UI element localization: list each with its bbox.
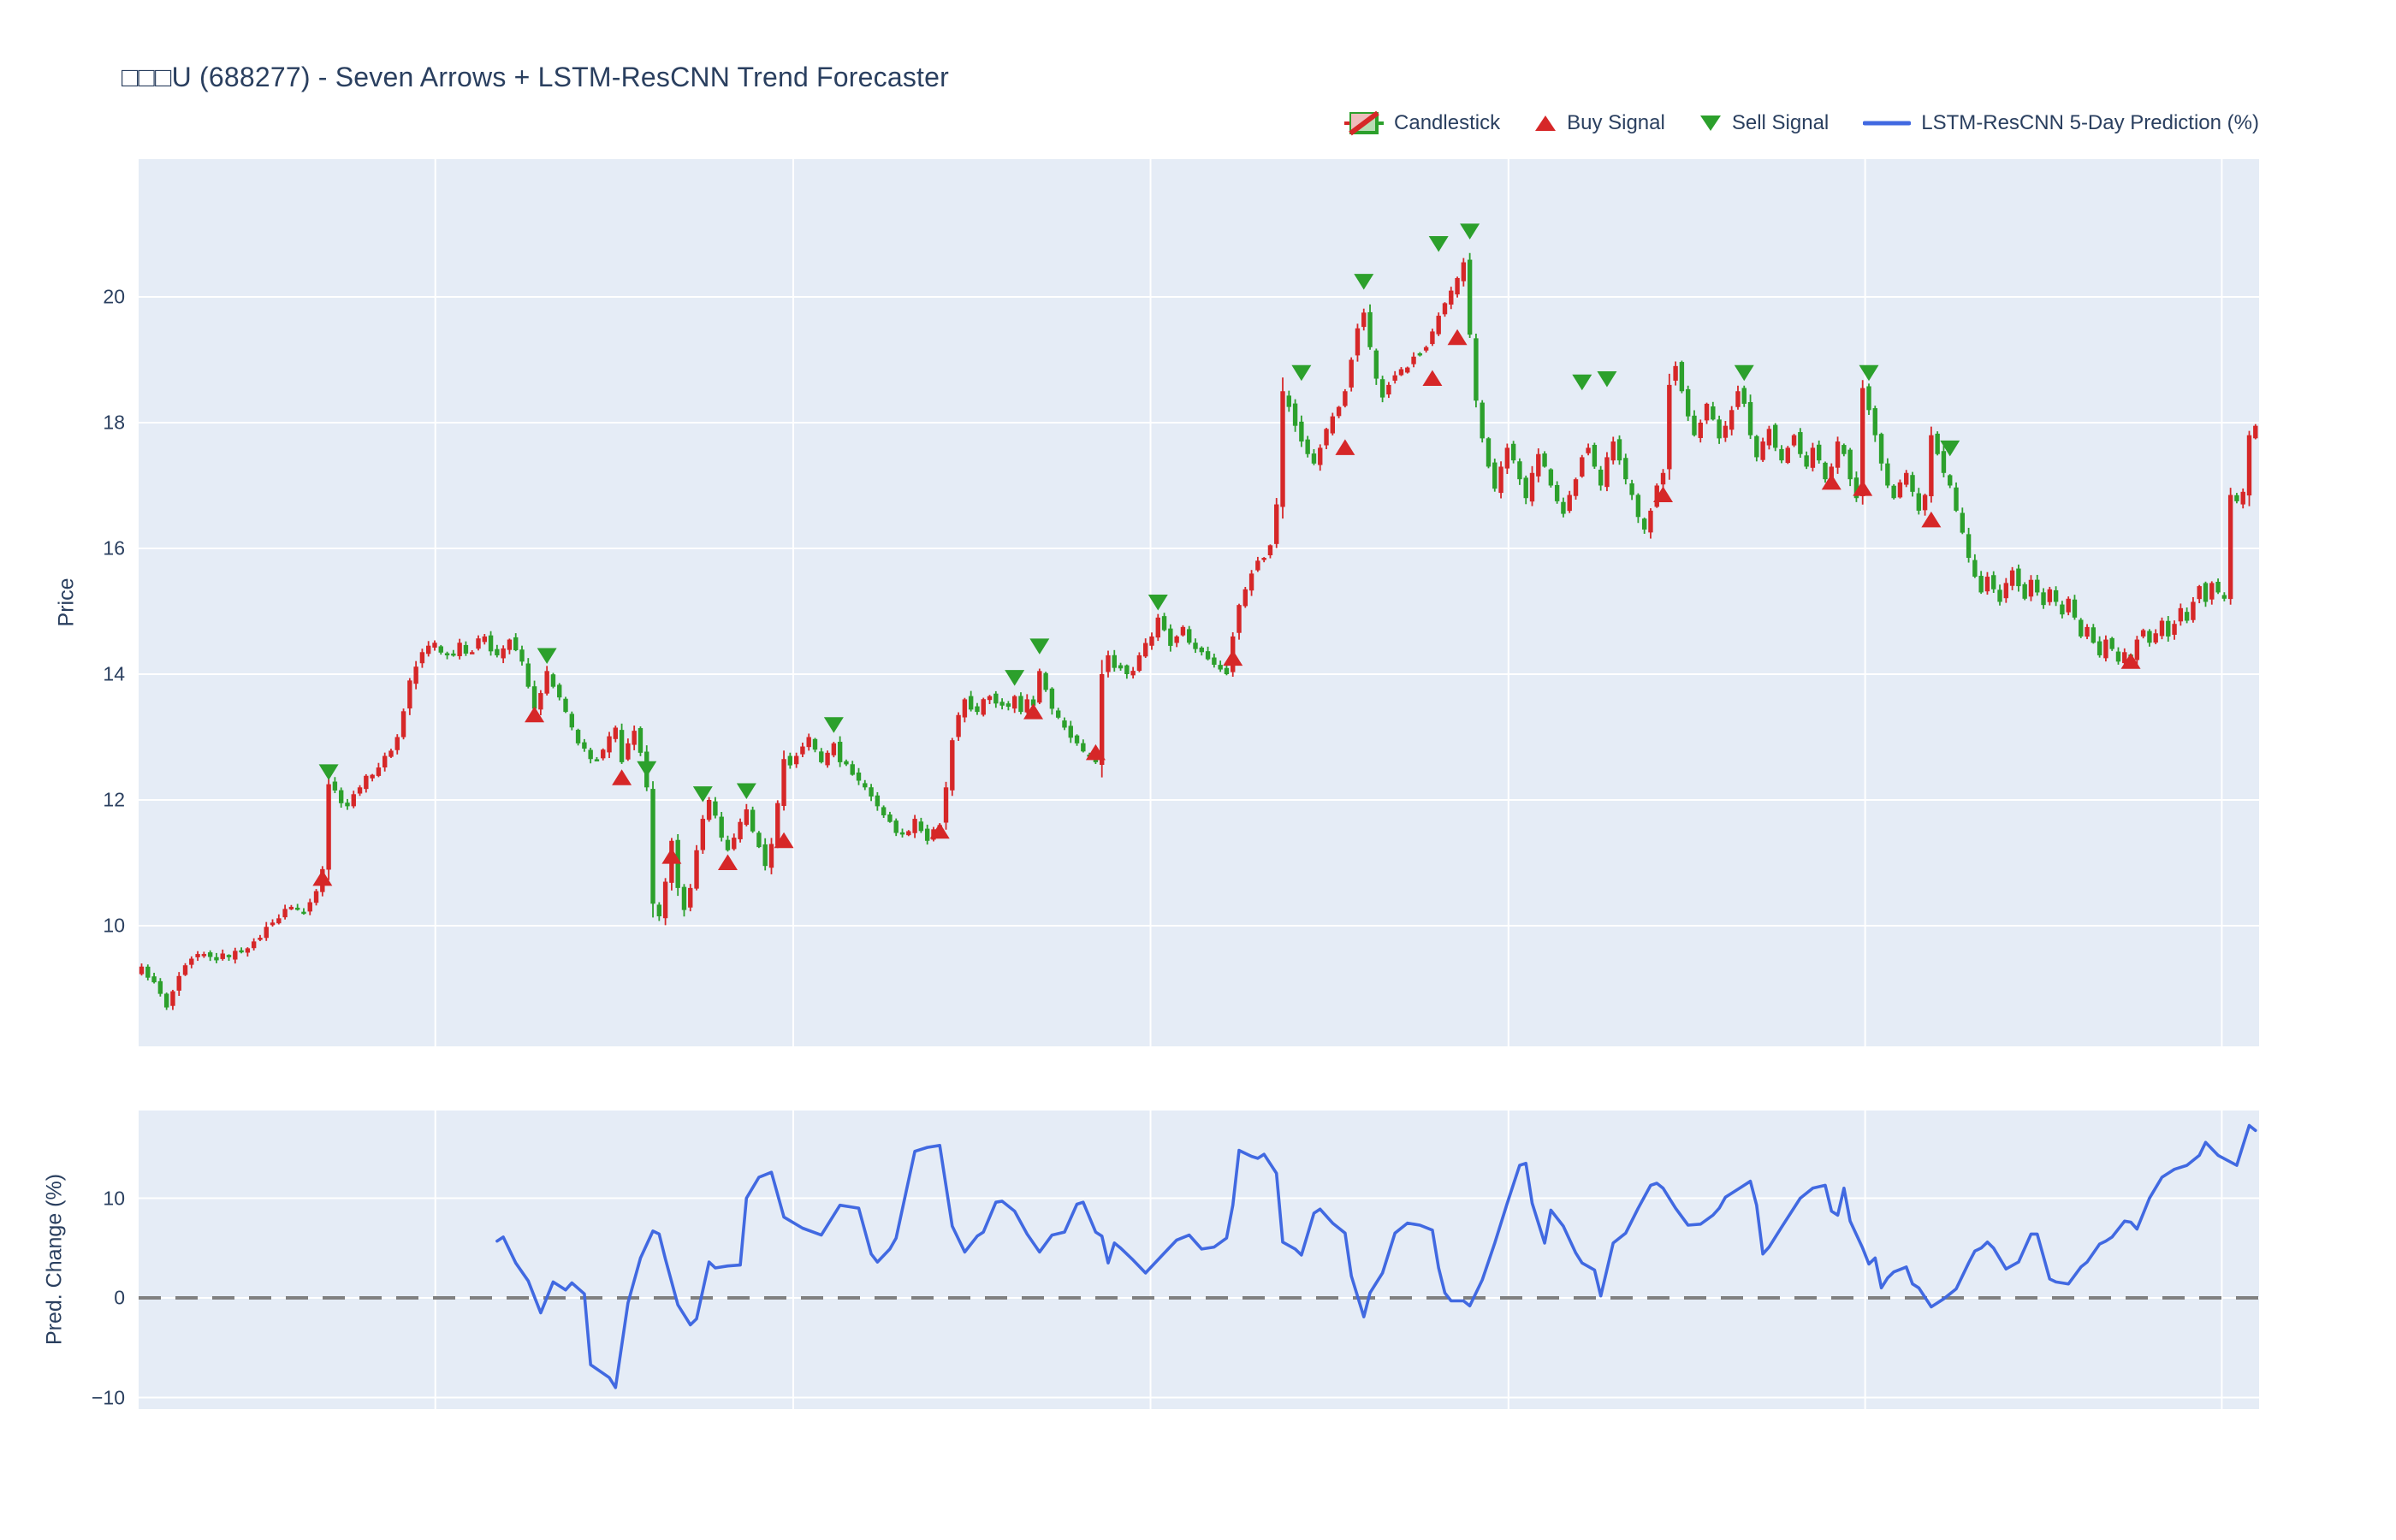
y-tick-label: 14 (103, 662, 125, 685)
sell-signal-marker (692, 786, 713, 803)
sell-signal-marker (1859, 364, 1879, 382)
sell-signal-marker (318, 764, 339, 780)
legend-item-prediction[interactable]: LSTM-ResCNN 5-Day Prediction (%) (1863, 111, 2259, 135)
buy-signal-marker (2120, 653, 2141, 669)
buy-signal-marker (1422, 370, 1443, 387)
buy-signal-marker (1335, 439, 1355, 455)
buy-signal-marker (717, 854, 738, 870)
y-tick-label: −10 (91, 1386, 125, 1408)
buy-triangle-icon (1534, 114, 1557, 133)
legend-label-sell-signal: Sell Signal (1731, 111, 1830, 134)
prediction-line-icon (1863, 119, 1912, 127)
signal-markers (312, 223, 2141, 886)
legend-item-buy-signal[interactable]: Buy Signal (1534, 111, 1665, 135)
legend-item-sell-signal[interactable]: Sell Signal (1699, 111, 1829, 135)
sell-signal-marker (1428, 236, 1449, 252)
legend: Candlestick Buy Signal Sell Signal LSTM-… (1344, 108, 2259, 139)
candlestick-icon (1344, 108, 1385, 139)
sell-signal-marker (1029, 638, 1050, 654)
sell-signal-marker (1354, 274, 1374, 290)
sell-signal-marker (1291, 364, 1312, 382)
sell-signal-marker (537, 648, 557, 664)
sell-signal-marker (1572, 374, 1592, 391)
prediction-line (495, 1123, 2257, 1389)
pred-change-axis-title: Pred. Change (%) (42, 1173, 67, 1346)
legend-label-buy-signal: Buy Signal (1567, 111, 1665, 134)
chart-title: □□□U (688277) - Seven Arrows + LSTM-ResC… (122, 62, 949, 92)
price-axis-title: Price (54, 578, 79, 627)
buy-signal-marker (1223, 649, 1243, 666)
buy-signal-marker (1821, 473, 1841, 490)
buy-signal-marker (1921, 511, 1942, 528)
y-tick-label: 18 (103, 411, 125, 434)
legend-item-candlestick[interactable]: Candlestick (1344, 108, 1500, 139)
sell-signal-marker (1148, 594, 1168, 611)
y-tick-label: 16 (103, 536, 125, 560)
buy-signal-marker (774, 832, 794, 849)
buy-signal-marker (1853, 480, 1873, 496)
y-tick-label: 10 (103, 914, 125, 937)
sell-signal-marker (637, 761, 657, 778)
sell-signal-marker (1597, 371, 1617, 388)
sell-signal-marker (823, 717, 844, 733)
y-tick-label: 20 (103, 285, 125, 308)
y-tick-label: 12 (103, 788, 125, 811)
sell-triangle-icon (1699, 114, 1722, 133)
y-tick-label: 0 (114, 1286, 125, 1309)
legend-label-candlestick: Candlestick (1394, 111, 1501, 134)
buy-signal-marker (1447, 329, 1468, 346)
buy-signal-marker (1085, 743, 1106, 761)
sell-signal-marker (1940, 440, 1960, 457)
sell-signal-marker (1005, 670, 1025, 686)
buy-signal-marker (929, 822, 950, 839)
buy-signal-marker (1023, 703, 1044, 720)
buy-signal-marker (612, 769, 632, 785)
sell-signal-marker (1734, 364, 1754, 382)
sell-signal-marker (1460, 223, 1480, 240)
buy-signal-marker (525, 706, 545, 723)
buy-signal-marker (1653, 486, 1674, 503)
y-tick-label: 10 (103, 1187, 125, 1209)
sell-signal-marker (736, 783, 756, 799)
legend-label-prediction: LSTM-ResCNN 5-Day Prediction (%) (1921, 111, 2259, 134)
buy-signal-marker (312, 869, 333, 886)
buy-signal-marker (661, 848, 682, 864)
